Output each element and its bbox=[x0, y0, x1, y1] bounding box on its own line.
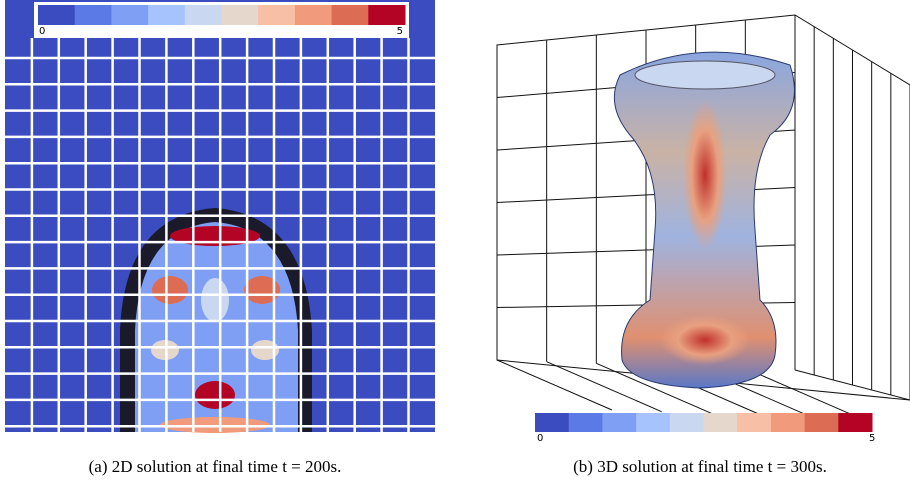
colorbar-max: 5 bbox=[869, 433, 875, 444]
colorbar-swatch bbox=[294, 5, 333, 25]
colorbar-swatch bbox=[838, 413, 873, 432]
feature bbox=[195, 381, 235, 409]
colorbar-min: 0 bbox=[39, 26, 45, 37]
panel-2d: 0 5 bbox=[5, 0, 435, 433]
caption: (a) 2D solution at final time t = 200s. bbox=[89, 457, 342, 476]
solution-inner bbox=[135, 222, 298, 432]
colorbar-swatch bbox=[184, 5, 222, 25]
colorbar bbox=[535, 413, 873, 432]
panel-3d: 0 5 bbox=[496, 14, 910, 444]
feature bbox=[152, 276, 188, 304]
colorbar-swatch bbox=[331, 5, 369, 25]
feature bbox=[244, 276, 280, 304]
colorbar-swatch bbox=[148, 5, 186, 25]
colorbar-swatch bbox=[111, 5, 149, 25]
colorbar-swatch bbox=[221, 5, 259, 25]
top-rim bbox=[634, 60, 776, 90]
caption: (b) 3D solution at final time t = 300s. bbox=[573, 457, 827, 476]
box-line bbox=[596, 362, 712, 414]
colorbar-swatch bbox=[602, 413, 637, 432]
colorbar-swatch bbox=[568, 413, 603, 432]
box-line bbox=[496, 359, 613, 411]
box-line bbox=[745, 367, 861, 419]
colorbar-swatch bbox=[669, 413, 704, 432]
colorbar-swatch bbox=[258, 5, 296, 25]
core-feature bbox=[660, 315, 750, 365]
colorbar-swatch bbox=[636, 413, 671, 432]
colorbar-swatch bbox=[368, 5, 406, 25]
colorbar-swatch bbox=[737, 413, 772, 432]
feature bbox=[151, 340, 179, 360]
colorbar-swatch bbox=[535, 413, 570, 432]
box-line bbox=[546, 361, 662, 413]
colorbar-swatch bbox=[804, 413, 839, 432]
colorbar-swatch bbox=[770, 413, 806, 432]
colorbar-swatch bbox=[74, 5, 112, 25]
core-feature bbox=[683, 100, 727, 250]
colorbar bbox=[38, 5, 406, 25]
mesh-grid bbox=[5, 38, 435, 432]
box-line bbox=[794, 369, 910, 401]
feature bbox=[201, 278, 229, 322]
colorbar-min: 0 bbox=[537, 433, 543, 444]
colorbar-swatch bbox=[703, 413, 738, 432]
feature bbox=[251, 340, 279, 360]
colorbar-swatch bbox=[38, 5, 76, 25]
colorbar-max: 5 bbox=[397, 26, 403, 37]
